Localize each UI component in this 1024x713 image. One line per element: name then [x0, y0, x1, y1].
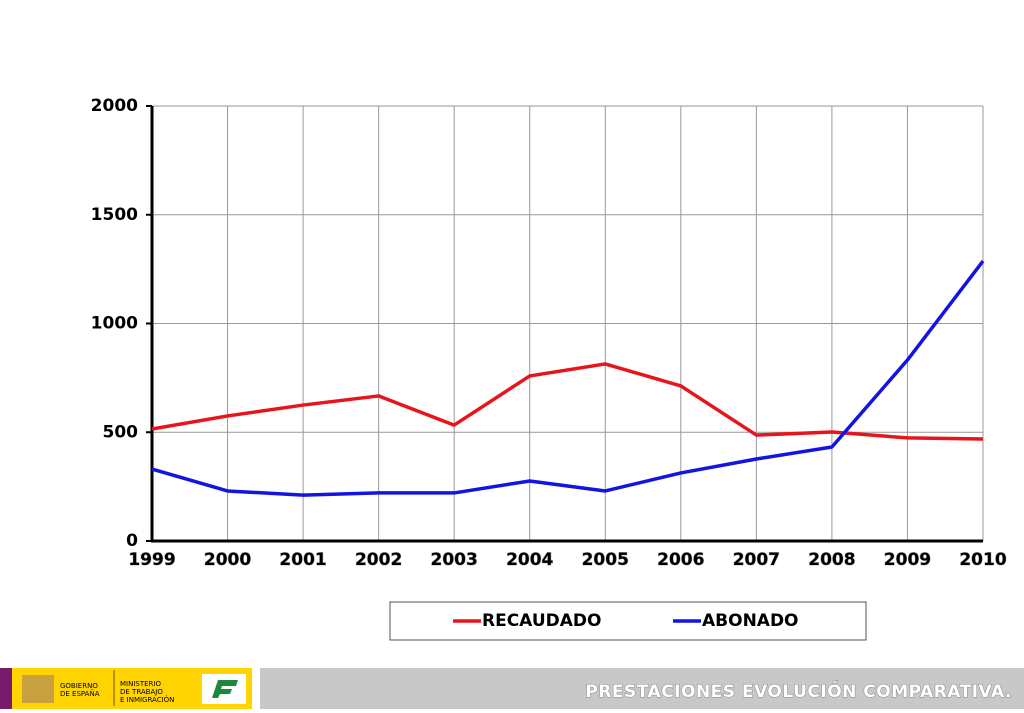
footer-title: PRESTACIONES EVOLUCIÓN COMPARATIVA. — [585, 680, 1012, 702]
legend-label: ABONADO — [702, 611, 799, 631]
f-logo-mark — [212, 680, 238, 698]
x-tick-label: 1999 — [128, 550, 175, 570]
series-line — [151, 362, 984, 441]
y-tick-label: 1500 — [91, 205, 138, 225]
y-tick-label: 1000 — [91, 314, 138, 334]
y-tick-label: 2000 — [91, 96, 138, 116]
logo-text: DE TRABAJO — [120, 688, 163, 696]
footer-band — [260, 668, 1024, 709]
x-tick-label: 2008 — [808, 550, 855, 570]
logo-text: GOBIERNO — [60, 682, 98, 690]
x-tick-label: 2004 — [506, 550, 553, 570]
x-tick-label: 2009 — [884, 550, 931, 570]
x-tick-label: 2007 — [733, 550, 780, 570]
logo-text: MINISTERIO — [120, 680, 161, 688]
coat-of-arms — [22, 675, 54, 703]
x-tick-label: 2000 — [204, 550, 251, 570]
y-tick-label: 0 — [126, 531, 138, 551]
x-tick-label: 2003 — [431, 550, 478, 570]
y-tick-label: 500 — [103, 422, 139, 442]
logo-text: DE ESPAÑA — [60, 689, 100, 698]
legend-label: RECAUDADO — [482, 611, 601, 631]
x-tick-label: 2006 — [657, 550, 704, 570]
logo-text: E INMIGRACIÓN — [120, 695, 174, 704]
flag-strip — [0, 668, 12, 709]
x-tick-label: 2002 — [355, 550, 402, 570]
x-tick-label: 2005 — [582, 550, 629, 570]
x-tick-label: 2001 — [279, 550, 326, 570]
series-line — [151, 260, 985, 497]
x-tick-label: 2010 — [959, 550, 1006, 570]
